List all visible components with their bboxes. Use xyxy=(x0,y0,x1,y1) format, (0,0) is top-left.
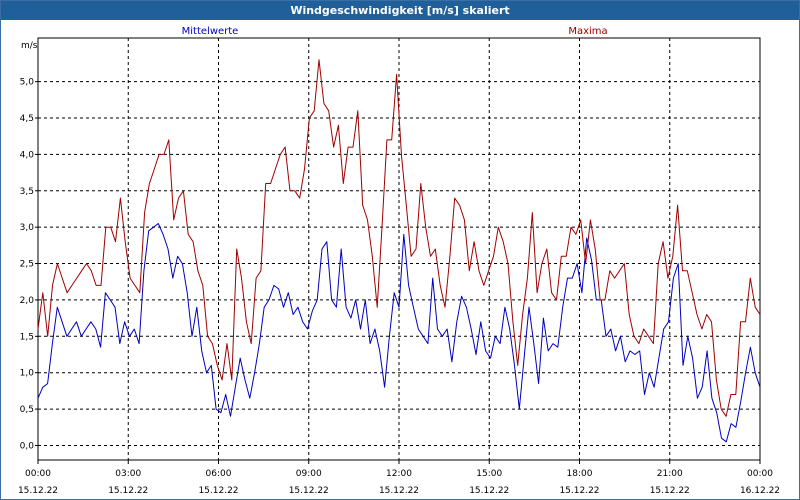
x-tick-date-label: 15.12.22 xyxy=(198,486,238,496)
legend-series-mittelwerte: Mittelwerte xyxy=(182,26,239,37)
series-line-maxima xyxy=(37,59,761,417)
y-tick-label: 1,5 xyxy=(20,332,34,342)
y-tick-label: 4,0 xyxy=(20,150,35,160)
x-tick-time-label: 06:00 xyxy=(206,469,232,479)
x-tick-time-label: 21:00 xyxy=(657,469,683,479)
y-tick-label: 3,5 xyxy=(20,187,34,197)
series-line-mittelwerte xyxy=(37,223,761,443)
x-tick-time-label: 18:00 xyxy=(567,469,593,479)
x-tick-date-label: 15.12.22 xyxy=(650,486,690,496)
y-tick-label: 4,5 xyxy=(20,114,34,124)
window-title: Windgeschwindigkeit [m/s] skaliert xyxy=(1,1,799,20)
x-tick-date-label: 15.12.22 xyxy=(379,486,419,496)
x-tick-date-label: 15.12.22 xyxy=(469,486,509,496)
y-tick-label: 0,0 xyxy=(20,441,35,451)
x-tick-time-label: 15:00 xyxy=(476,469,502,479)
y-axis: 0,0 0,5 1,0 1,5 2,0 2,5 3,0 3,5 4,0 4,5 5,0 xyxy=(20,78,38,451)
y-tick-label: 2,0 xyxy=(20,296,35,306)
x-tick-date-label: 15.12.22 xyxy=(559,486,599,496)
x-tick-time-label: 03:00 xyxy=(115,469,141,479)
y-axis-unit-label: m/s xyxy=(21,41,38,51)
y-tick-label: 3,0 xyxy=(20,223,35,233)
x-tick-date-label: 15.12.22 xyxy=(18,486,58,496)
y-tick-label: 1,0 xyxy=(20,369,35,379)
x-tick-time-label: 00:00 xyxy=(747,469,773,479)
legend-series-maxima: Maxima xyxy=(568,26,607,37)
y-tick-label: 0,5 xyxy=(20,405,34,415)
x-tick-time-label: 09:00 xyxy=(296,469,322,479)
x-tick-date-label: 15.12.22 xyxy=(108,486,148,496)
x-tick-date-label: 15.12.22 xyxy=(289,486,329,496)
x-tick-date-label: 16.12.22 xyxy=(740,486,780,496)
x-axis: 00:00 15.12.22 03:00 15.12.22 06:00 15.12.22 0… xyxy=(18,460,780,496)
series-group xyxy=(37,59,761,443)
y-tick-label: 2,5 xyxy=(20,260,34,270)
x-tick-time-label: 00:00 xyxy=(25,469,51,479)
x-tick-time-label: 12:00 xyxy=(386,469,412,479)
y-tick-label: 5,0 xyxy=(20,78,35,88)
grid xyxy=(38,38,760,460)
